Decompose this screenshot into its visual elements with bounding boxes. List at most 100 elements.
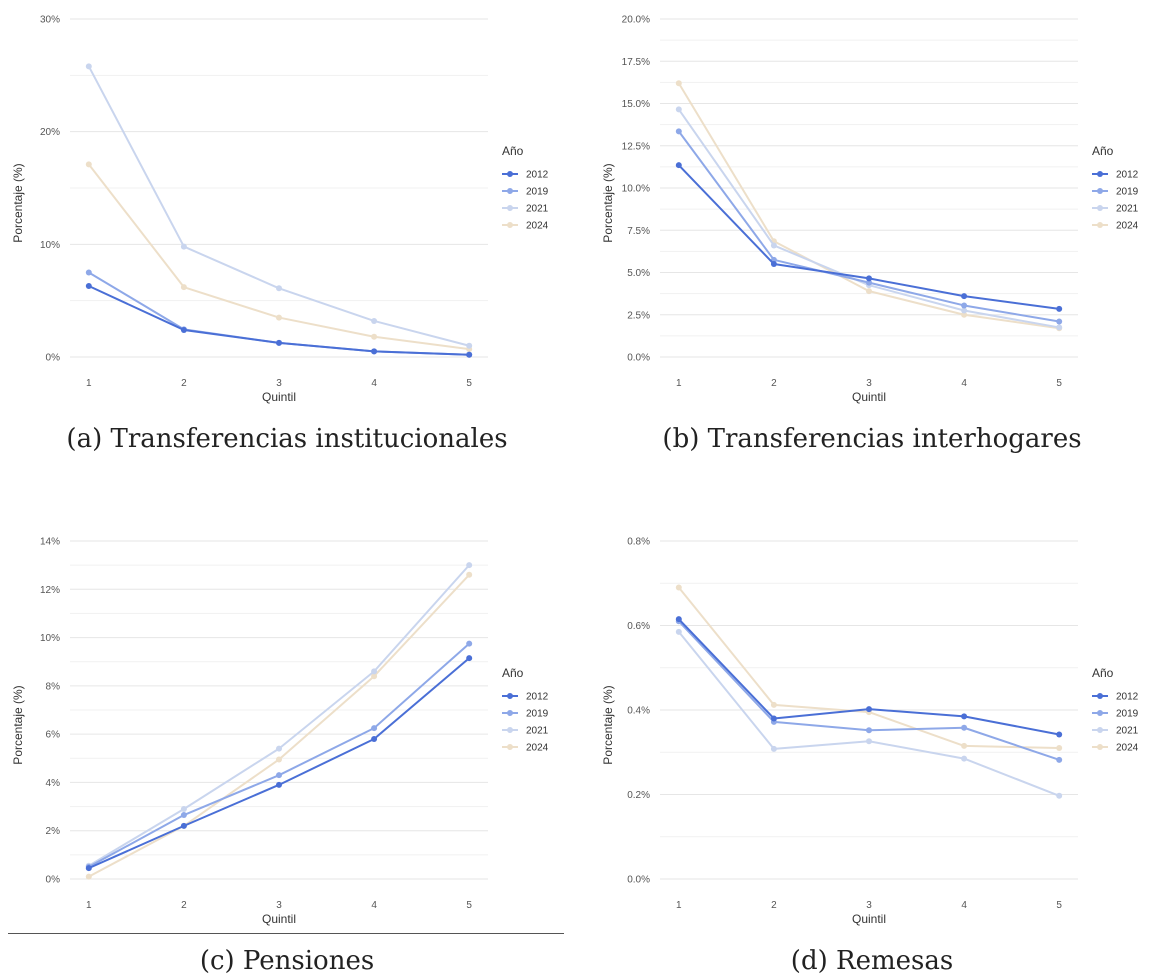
x-tick-label: 5 [466,900,472,911]
chart-panel-d: 0.0% 0.2% 0.4% 0.6% 0.8% 1 2 3 4 5 Quintil Porcenta… [598,527,1157,927]
y-tick-label: 0.0% [627,875,650,886]
series-line-2021 [87,65,470,347]
legend-key-point [507,744,513,750]
y-tick-label: 2% [46,826,61,837]
y-tick-label: 17.5% [622,57,650,68]
data-point-2019 [866,279,872,286]
legend-label: 2019 [1116,187,1139,198]
legend-label: 2021 [1116,726,1139,737]
x-tick-label: 3 [866,900,872,911]
legend-label: 2024 [526,221,549,232]
data-point-2021 [276,745,282,752]
y-tick-label: 0.4% [627,706,650,717]
legend-key-point [1097,744,1103,750]
legend-label: 2021 [526,204,549,215]
data-point-2019 [466,640,473,647]
x-tick-label: 3 [866,378,872,389]
legend-key-point [507,710,513,716]
data-point-2024 [675,584,682,591]
legend-title: Año [502,666,524,680]
x-tick-label: 3 [276,378,282,389]
x-axis-label: Quintil [852,390,886,404]
data-point-2012 [1056,305,1063,312]
y-axis-label: Porcentaje (%) [601,685,615,764]
legend-label: 2021 [526,726,549,737]
y-tick-label: 12% [40,585,60,596]
x-tick-label: 5 [466,378,472,389]
y-tick-label: 5.0% [627,268,650,279]
y-tick-label: 4% [46,778,61,789]
data-point-2019 [276,772,282,779]
y-axis-label: Porcentaje (%) [601,163,615,242]
y-tick-label: 20% [40,127,60,138]
y-axis-label: Porcentaje (%) [11,685,25,764]
data-point-2024 [276,314,282,321]
data-point-2021 [770,745,777,752]
legend-label: 2021 [1116,204,1139,215]
data-point-2012 [85,865,92,872]
y-tick-label: 6% [46,730,61,741]
y-tick-label: 30% [40,15,60,26]
data-point-2021 [770,242,777,249]
data-point-2024 [85,161,92,168]
legend-key-point [507,205,513,211]
legend-label: 2012 [1116,170,1139,181]
x-axis-label: Quintil [262,390,296,404]
data-point-2021 [371,668,378,675]
x-tick-label: 3 [276,900,282,911]
x-tick-label: 2 [771,900,777,911]
y-tick-label: 20.0% [622,15,650,26]
data-point-2019 [85,269,92,276]
series-line-2021 [88,564,470,867]
data-point-2012 [961,713,968,720]
data-point-2019 [961,724,968,731]
legend-label: 2012 [526,170,549,181]
legend-key-point [1097,710,1103,716]
y-tick-label: 14% [40,537,60,548]
y-tick-label: 7.5% [627,226,650,237]
x-axis-label: Quintil [262,912,296,926]
chart-0-svg: 0% 10% 20% 30% 1 2 3 4 5 Quintil Porcentaje (%) Año… [11,15,549,405]
caption-separator-rule [8,933,564,934]
data-point-2019 [371,725,378,732]
y-tick-label: 0% [46,353,61,364]
x-tick-label: 5 [1056,900,1062,911]
legend-label: 2012 [1116,692,1139,703]
x-tick-label: 4 [371,900,377,911]
y-tick-label: 10% [40,240,60,251]
data-point-2024 [770,701,777,708]
legend-label: 2024 [1116,221,1139,232]
data-point-2021 [180,243,187,250]
caption-c: (c) Pensiones [199,946,375,976]
data-point-2021 [180,805,187,812]
data-point-2021 [675,106,682,113]
data-point-2024 [371,333,378,340]
data-point-2012 [1056,731,1063,738]
data-point-2019 [180,812,187,819]
series-line-2012 [678,618,1060,736]
x-tick-label: 2 [181,378,187,389]
y-tick-label: 8% [46,681,61,692]
y-tick-label: 10.0% [622,184,650,195]
data-point-2024 [961,311,968,318]
legend-key-point [1097,727,1103,733]
data-point-2019 [866,727,872,734]
data-point-2024 [276,756,282,763]
data-point-2024 [371,673,378,680]
x-tick-label: 2 [181,900,187,911]
data-point-2012 [85,283,92,290]
legend-title: Año [502,144,524,158]
legend-key-point [1097,693,1103,699]
data-point-2012 [961,293,968,300]
x-tick-label: 2 [771,378,777,389]
data-point-2012 [371,735,378,742]
legend-key-point [507,171,513,177]
legend-label: 2024 [526,743,549,754]
data-point-2019 [675,128,682,135]
chart-2-svg: 0% 2% 4% 6% 8% 10% 12% 14% 1 2 3 4 5 Quintil Porcentaj… [11,537,549,927]
data-point-2021 [961,755,968,762]
legend-key-point [507,222,513,228]
chart-panel-b: 0.0% 2.5% 5.0% 7.5% 10.0% 12.5% 15.0% 17.5% 20.0… [598,5,1157,405]
x-tick-label: 4 [961,378,967,389]
data-point-2024 [961,742,968,749]
